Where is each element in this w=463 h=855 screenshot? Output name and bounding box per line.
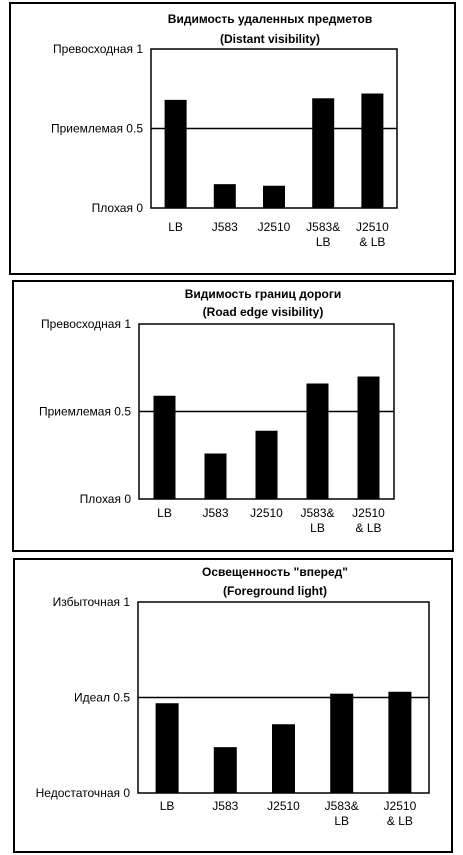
bar <box>312 98 335 208</box>
x-category-label: J2510 & LB <box>352 506 385 535</box>
chart-title: Видимость удаленных предметов <box>168 12 372 26</box>
x-category-label: J583& LB <box>325 799 359 828</box>
x-category-label: J583 <box>212 220 238 234</box>
y-tick-label: Превосходная 1 <box>53 42 143 56</box>
x-category-label: J2510 <box>250 506 283 520</box>
x-category-label-line: LB <box>310 521 325 535</box>
x-category-label: J583& LB <box>306 220 340 249</box>
bar <box>213 184 236 208</box>
chart-panel-road-edge-visibility: Видимость границ дороги (Road edge visibi… <box>12 280 454 552</box>
y-tick-label: Идеал 0.5 <box>74 691 130 705</box>
chart-foreground-light: Освещенность "вперед" (Foreground light) И… <box>36 565 430 828</box>
x-category-label: LB <box>160 799 175 813</box>
y-tick-label: Плохая 0 <box>80 492 132 506</box>
x-category-label-line: J583& <box>306 220 340 234</box>
x-category-label-line: J2510 <box>356 220 389 234</box>
x-category-label-line: & LB <box>387 814 413 828</box>
x-category-label-line: LB <box>157 506 172 520</box>
chart-road-edge-visibility: Видимость границ дороги (Road edge visibi… <box>39 287 395 535</box>
chart-subtitle: (Distant visibility) <box>220 32 320 46</box>
y-tick-label: Превосходная 1 <box>41 317 131 331</box>
x-category-label: J2510 <box>267 799 300 813</box>
y-tick-label: Плохая 0 <box>92 201 144 215</box>
bar <box>357 376 380 499</box>
chart-subtitle: (Road edge visibility) <box>203 305 324 319</box>
bar <box>263 185 285 208</box>
chart-panel-distant-visibility: Видимость удаленных предметов (Distant vi… <box>9 2 456 275</box>
x-category-label-line: J583& <box>300 506 334 520</box>
bar <box>204 453 227 499</box>
x-category-label-line: J583 <box>212 799 238 813</box>
x-category-label-line: LB <box>168 220 183 234</box>
chart-title: Видимость границ дороги <box>185 287 342 301</box>
bar <box>255 430 278 499</box>
x-category-label: J2510 <box>258 220 291 234</box>
x-category-label: J583& LB <box>300 506 334 535</box>
bar <box>272 724 295 793</box>
bar <box>213 747 237 793</box>
bar <box>330 693 354 793</box>
x-category-label-line: J2510 <box>267 799 300 813</box>
x-category-label-line: J583 <box>212 220 238 234</box>
chart-panel-foreground-light: Освещенность "вперед" (Foreground light) И… <box>13 558 453 853</box>
chart-subtitle: (Foreground light) <box>223 584 327 598</box>
chart-title: Освещенность "вперед" <box>202 565 348 579</box>
x-category-label: J2510 & LB <box>384 799 417 828</box>
x-category-label: J2510 & LB <box>356 220 389 249</box>
x-category-label-line: J583 <box>202 506 228 520</box>
bar <box>361 93 384 208</box>
y-tick-label: Приемлемая 0.5 <box>51 122 143 136</box>
bar <box>155 703 179 793</box>
y-tick-label: Недостаточная 0 <box>36 786 131 800</box>
y-tick-label: Приемлемая 0.5 <box>39 405 131 419</box>
chart-distant-visibility: Видимость удаленных предметов (Distant vi… <box>51 12 398 249</box>
y-tick-label: Избыточная 1 <box>53 595 131 609</box>
x-category-label-line: J2510 <box>384 799 417 813</box>
bar <box>388 691 412 793</box>
bar <box>164 99 187 208</box>
x-category-label: J583 <box>202 506 228 520</box>
x-category-label: LB <box>168 220 183 234</box>
x-category-label-line: LB <box>316 235 331 249</box>
x-category-label-line: LB <box>334 814 349 828</box>
x-category-label-line: & LB <box>359 235 385 249</box>
x-category-label-line: LB <box>160 799 175 813</box>
x-category-label-line: J583& <box>325 799 359 813</box>
x-category-label-line: J2510 <box>258 220 291 234</box>
bar <box>153 395 176 499</box>
x-category-label-line: & LB <box>355 521 381 535</box>
bar <box>306 383 329 499</box>
x-category-label-line: J2510 <box>352 506 385 520</box>
x-category-label: J583 <box>212 799 238 813</box>
x-category-label-line: J2510 <box>250 506 283 520</box>
x-category-label: LB <box>157 506 172 520</box>
